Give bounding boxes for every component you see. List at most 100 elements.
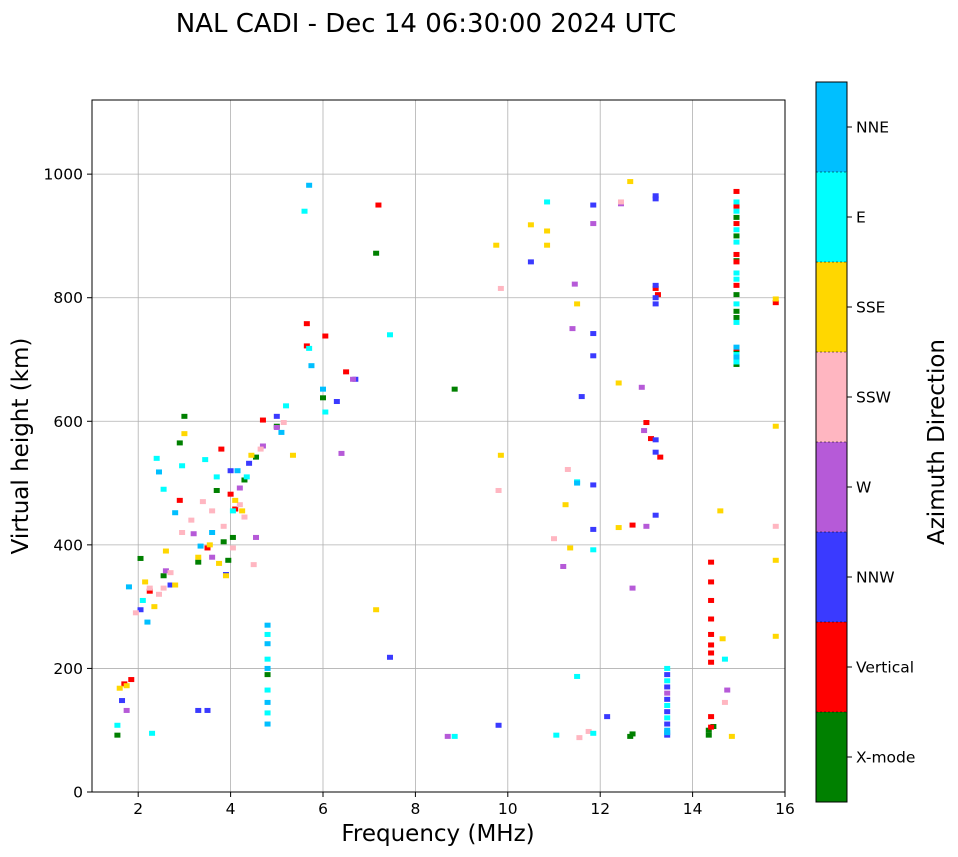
- data-point-vertical: [218, 446, 225, 452]
- chart-title: NAL CADI - Dec 14 06:30:00 2024 UTC: [176, 9, 676, 39]
- data-point-vertical: [652, 285, 659, 291]
- x-tick-label: 14: [683, 800, 703, 818]
- data-point-vertical: [708, 642, 715, 648]
- data-point-e: [664, 703, 671, 708]
- data-point-sse: [627, 179, 634, 185]
- data-point-sse: [151, 604, 158, 610]
- colorbar-swatch: [816, 532, 847, 622]
- data-point-sse: [772, 296, 779, 302]
- data-point-nnw: [664, 696, 671, 702]
- data-point-vertical: [643, 420, 650, 426]
- colorbar-swatch: [816, 442, 847, 532]
- data-point-vertical: [375, 202, 382, 208]
- data-point-x-mode: [264, 672, 271, 678]
- data-point-vertical: [708, 616, 715, 622]
- colorbar-tick-label: SSE: [856, 299, 885, 317]
- data-point-vertical: [146, 588, 153, 594]
- data-point-w: [641, 428, 648, 434]
- data-point-nnw: [652, 449, 659, 455]
- data-point-nne: [125, 584, 132, 590]
- data-point-nnw: [590, 353, 597, 359]
- data-point-sse: [562, 502, 569, 508]
- data-point-e: [733, 239, 740, 245]
- data-point-sse: [574, 301, 581, 307]
- data-point-vertical: [708, 714, 715, 720]
- data-point-ssw: [179, 530, 186, 535]
- data-point-vertical: [733, 221, 740, 227]
- data-point-vertical: [227, 491, 234, 497]
- data-point-x-mode: [220, 539, 227, 545]
- data-point-sse: [544, 242, 551, 248]
- data-point-nne: [306, 182, 313, 188]
- data-point-nnw: [227, 468, 234, 474]
- data-point-vertical: [343, 369, 350, 375]
- data-point-e: [160, 486, 167, 492]
- x-axis-ticks: 2 4 6 8 10 12 14 16: [133, 792, 795, 818]
- data-point-ssw: [132, 610, 139, 616]
- data-point-e: [664, 715, 671, 721]
- data-point-w: [444, 733, 451, 739]
- data-point-e: [574, 673, 581, 679]
- data-point-vertical: [629, 522, 636, 528]
- data-point-sse: [728, 733, 735, 739]
- data-point-e: [733, 276, 740, 282]
- data-point-e: [553, 732, 560, 738]
- colorbar-tick-label: W: [856, 479, 871, 497]
- data-point-x-mode: [176, 440, 183, 446]
- data-point-w: [273, 424, 280, 430]
- data-point-w: [638, 384, 645, 390]
- data-point-nne: [197, 543, 204, 549]
- data-point-nnw: [590, 526, 597, 532]
- data-point-e: [590, 730, 597, 736]
- data-point-sse: [544, 228, 551, 234]
- data-point-nnw: [590, 202, 597, 208]
- y-tick-label: 200: [53, 660, 83, 678]
- data-point-sse: [373, 607, 380, 613]
- data-point-w: [338, 450, 345, 456]
- data-point-e: [243, 474, 250, 480]
- colorbar-label: Azimuth Direction: [924, 339, 950, 545]
- data-point-x-mode: [733, 214, 740, 220]
- data-point-e: [451, 733, 458, 739]
- data-point-vertical: [708, 559, 715, 565]
- data-point-nnw: [604, 714, 611, 720]
- data-point-x-mode: [705, 727, 712, 733]
- colorbar-swatch: [816, 262, 847, 352]
- data-point-x-mode: [241, 477, 248, 483]
- data-point-vertical: [128, 677, 135, 683]
- data-point-vertical: [708, 650, 715, 656]
- data-point-ssw: [220, 523, 227, 529]
- data-point-nnw: [590, 482, 597, 488]
- data-point-e: [721, 656, 728, 662]
- data-point-x-mode: [320, 395, 326, 401]
- data-point-x-mode: [451, 386, 458, 392]
- data-point-nne: [308, 363, 315, 369]
- data-point-vertical: [657, 454, 664, 460]
- data-point-w: [162, 568, 169, 574]
- y-tick-label: 400: [53, 536, 83, 554]
- data-point-nnw: [386, 654, 393, 660]
- data-point-nne: [172, 510, 179, 516]
- y-axis-ticks: 0 200 400 600 800 1000: [44, 166, 92, 802]
- data-point-ssw: [257, 446, 264, 452]
- colorbar-swatch: [816, 352, 847, 442]
- data-point-vertical: [733, 203, 740, 209]
- data-point-nnw: [195, 707, 202, 713]
- data-point-e: [229, 508, 236, 514]
- data-point-e: [664, 665, 671, 671]
- data-point-ssw: [188, 517, 195, 523]
- data-point-sse: [195, 554, 202, 560]
- data-point-w: [643, 523, 650, 529]
- data-point-sse: [615, 525, 622, 531]
- data-point-sse: [248, 452, 255, 458]
- x-tick-label: 10: [498, 800, 518, 818]
- data-point-nnw: [664, 672, 671, 678]
- data-point-vertical: [733, 259, 740, 265]
- data-point-ssw: [199, 499, 206, 505]
- data-point-sse: [497, 452, 504, 458]
- y-tick-label: 0: [73, 784, 83, 802]
- data-point-e: [733, 270, 740, 276]
- data-point-sse: [222, 573, 229, 579]
- data-point-ssw: [280, 420, 287, 426]
- data-point-w: [259, 443, 266, 449]
